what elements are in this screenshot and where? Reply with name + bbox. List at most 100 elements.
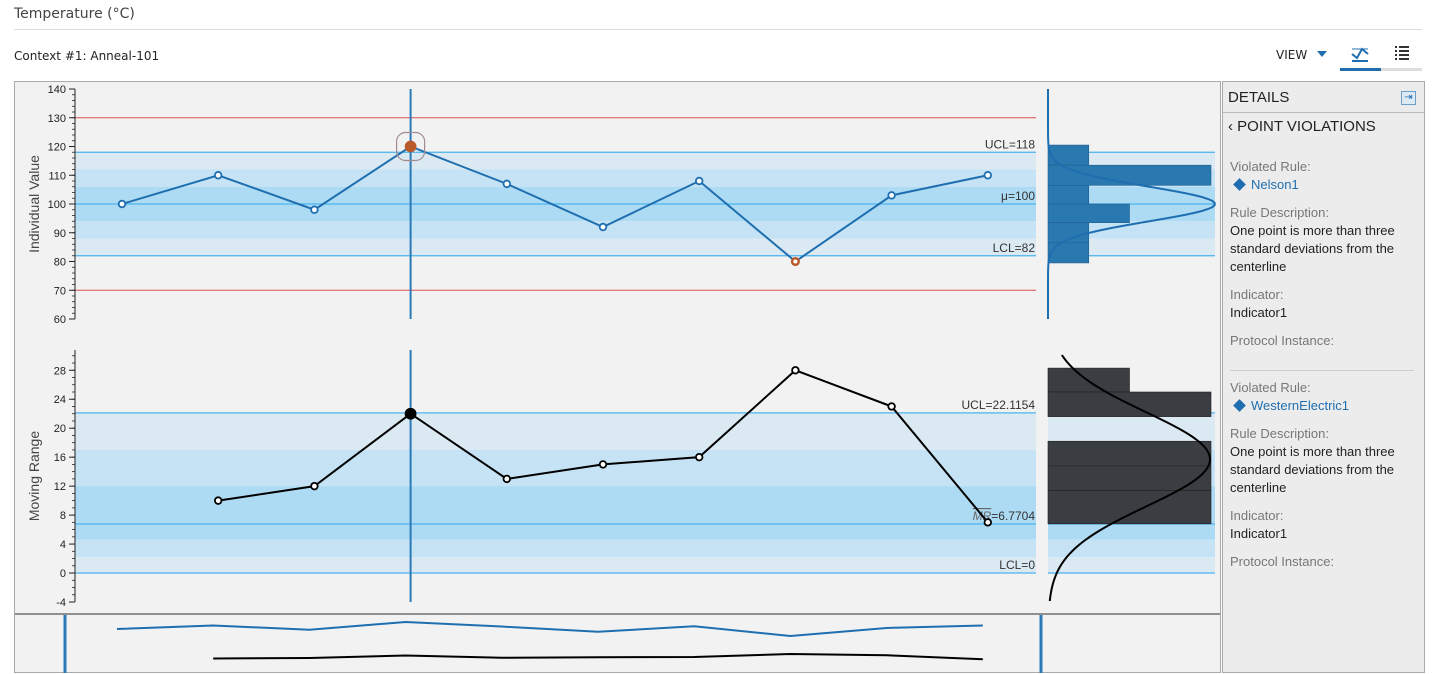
- y-tick-label: 110: [48, 170, 66, 182]
- data-point: [213, 496, 223, 505]
- histogram-bar: [1047, 203, 1130, 223]
- details-title: DETAILS: [1228, 89, 1290, 106]
- histogram-zone: [1048, 221, 1215, 239]
- histogram-bar: [1047, 144, 1090, 166]
- y-tick-label: 70: [54, 285, 66, 297]
- data-point: [695, 176, 704, 186]
- control-zone: [75, 238, 1036, 256]
- diamond-icon: [1233, 178, 1246, 191]
- collapse-panel-icon[interactable]: ⇥: [1401, 91, 1416, 105]
- y-tick-label: 24: [54, 394, 66, 406]
- data-point: [598, 460, 608, 469]
- lcl-label: LCL=82: [993, 241, 1036, 255]
- data-point: [887, 191, 896, 200]
- histogram-bar: [1047, 242, 1090, 264]
- selection-highlight: [396, 131, 426, 162]
- y-axis-title: Moving Range: [26, 431, 42, 521]
- chevron-left-icon: ‹: [1228, 118, 1238, 135]
- data-point: [695, 452, 704, 462]
- desc-value: One point is more than three standard de…: [1230, 444, 1395, 495]
- indicator-value: Indicator1: [1230, 526, 1288, 541]
- control-zone: [75, 221, 1036, 239]
- lcl-label: LCL=0: [999, 558, 1035, 572]
- list-icon: [1395, 46, 1409, 60]
- y-tick-label: 140: [48, 84, 66, 96]
- back-label: POINT VIOLATIONS: [1237, 118, 1376, 135]
- view-label: VIEW: [1276, 48, 1308, 62]
- y-axis-title: Individual Value: [26, 155, 42, 253]
- violation-point: [790, 256, 800, 267]
- desc-label: Rule Description:: [1230, 205, 1329, 220]
- center-label: μ=100: [1001, 189, 1035, 203]
- rule-link[interactable]: Nelson1: [1251, 177, 1299, 192]
- ucl-label: UCL=22.1154: [962, 398, 1036, 412]
- histogram-bar: [1047, 185, 1090, 205]
- navigator-range-line: [213, 652, 983, 661]
- histogram-zone: [1048, 238, 1215, 256]
- view-dropdown[interactable]: VIEW: [1276, 48, 1328, 62]
- protocol-label: Protocol Instance:: [1230, 333, 1335, 348]
- y-tick-label: 130: [48, 113, 66, 125]
- histogram-bar: [1047, 490, 1212, 525]
- histogram-bar: [1047, 440, 1212, 467]
- y-tick-label: 60: [54, 314, 66, 326]
- data-point: [117, 199, 127, 209]
- data-point: [404, 407, 417, 420]
- data-point: [502, 179, 511, 189]
- indicator-label: Indicator:: [1230, 508, 1284, 523]
- y-tick-label: 20: [54, 423, 66, 435]
- y-tick-label: 12: [54, 481, 66, 493]
- data-point: [310, 481, 319, 491]
- control-zone: [75, 539, 1036, 558]
- tab-chart[interactable]: [1340, 40, 1381, 71]
- desc-label: Rule Description:: [1230, 426, 1329, 441]
- data-point: [213, 171, 223, 180]
- control-zone: [75, 412, 1036, 450]
- data-point: [887, 402, 896, 411]
- ucl-label: UCL=118: [985, 137, 1035, 151]
- rule-link[interactable]: WesternElectric1: [1251, 398, 1350, 413]
- indicator-value: Indicator1: [1230, 305, 1288, 320]
- data-point: [983, 171, 992, 180]
- histogram-zone: [1048, 539, 1215, 558]
- normal-curve: [1047, 89, 1216, 319]
- chart-icon: [1351, 47, 1369, 62]
- violation-item: Violated Rule: Nelson1 Rule Description:…: [1230, 158, 1420, 350]
- data-point: [791, 366, 800, 375]
- control-chart[interactable]: UCL=118μ=100LCL=821401301201101009080706…: [0, 0, 1222, 674]
- rule-label: Violated Rule:: [1230, 380, 1311, 395]
- rule-label: Violated Rule:: [1230, 159, 1311, 174]
- y-tick-label: 0: [60, 568, 66, 580]
- context-label: Context #1: Anneal-101: [14, 49, 160, 63]
- caret-down-icon: [1317, 51, 1328, 57]
- title-divider: [14, 29, 1422, 30]
- details-divider: [1223, 112, 1424, 113]
- y-tick-label: 80: [54, 257, 66, 269]
- back-point-violations[interactable]: ‹ POINT VIOLATIONS: [1228, 118, 1376, 135]
- y-tick-label: 120: [48, 142, 66, 154]
- y-tick-label: 4: [60, 539, 66, 551]
- y-tick-label: 16: [54, 452, 66, 464]
- data-point: [502, 474, 511, 484]
- navigator-individual-line: [116, 620, 983, 638]
- protocol-label: Protocol Instance:: [1230, 554, 1335, 569]
- violation-separator: [1230, 370, 1414, 371]
- page-title: Temperature (°C): [14, 6, 135, 22]
- y-tick-label: 90: [54, 228, 66, 240]
- data-point: [598, 222, 608, 232]
- violation-point: [404, 140, 417, 153]
- control-zone: [75, 449, 1036, 487]
- normal-curve: [1048, 354, 1212, 602]
- y-tick-label: 100: [48, 199, 66, 211]
- series-line: [121, 145, 989, 263]
- diamond-icon: [1233, 399, 1246, 412]
- y-tick-label: 8: [60, 510, 66, 522]
- control-zone: [75, 486, 1036, 540]
- tab-list[interactable]: [1381, 40, 1422, 71]
- y-tick-label: -4: [56, 597, 66, 609]
- desc-value: One point is more than three standard de…: [1230, 223, 1395, 274]
- y-tick-label: 28: [54, 365, 66, 377]
- control-zone: [75, 169, 1036, 187]
- details-panel: DETAILS ⇥ ‹ POINT VIOLATIONS Violated Ru…: [1222, 81, 1425, 673]
- control-zone: [75, 152, 1036, 170]
